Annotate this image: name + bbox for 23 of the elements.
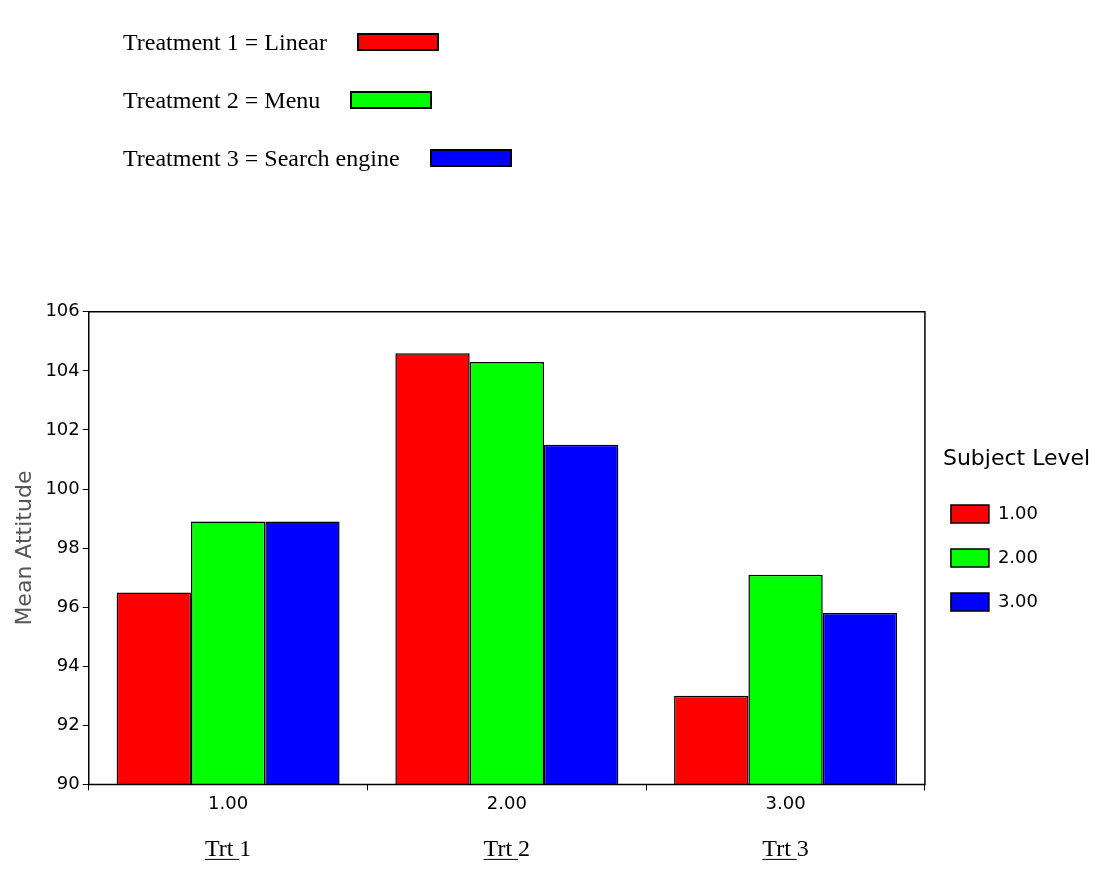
text: Trt 1 [204,835,252,862]
text: Trt 2 [483,835,531,862]
y-tick-label: 94 [56,653,80,675]
legend-title: Subject Level [942,445,1091,470]
y-tick-label: 90 [56,772,80,794]
y-tick-label: 98 [56,535,80,557]
x-tick-label: 3.00 [765,791,806,813]
y-tick-label: 102 [45,417,80,439]
text: Trt 3 [762,835,809,862]
legend-label: 2.00 [997,545,1038,567]
y-tick-label: 96 [56,594,80,616]
text: Treatment 1 = Linear [123,28,327,56]
x-tick-label: 2.00 [486,791,527,813]
legend-label: 1.00 [997,501,1038,523]
legend-label: 3.00 [997,589,1038,611]
y-tick-label: 100 [45,476,80,498]
y-tick-label: 92 [56,713,80,734]
y-tick-label: 106 [45,299,80,321]
text: Treatment 3 = Search engine [123,144,400,172]
y-axis-title: Mean Attitude [10,470,36,626]
text: Treatment 2 = Menu [123,86,321,114]
x-tick-label: 1.00 [208,791,249,813]
y-tick-label: 104 [45,358,80,380]
